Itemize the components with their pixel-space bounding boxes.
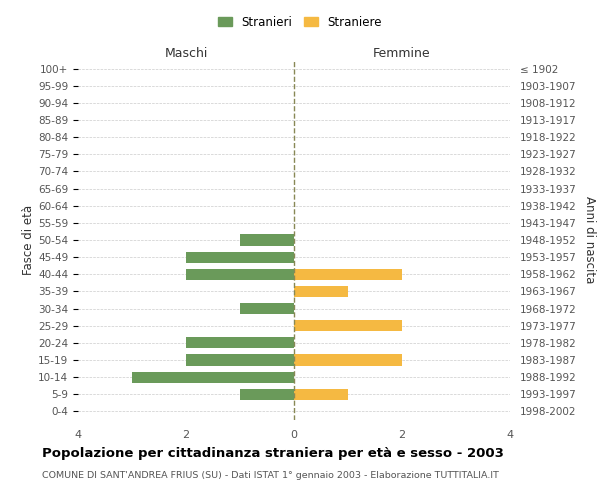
Text: COMUNE DI SANT'ANDREA FRIUS (SU) - Dati ISTAT 1° gennaio 2003 - Elaborazione TUT: COMUNE DI SANT'ANDREA FRIUS (SU) - Dati … — [42, 470, 499, 480]
Bar — [186, 252, 294, 262]
Bar — [132, 372, 294, 382]
Bar — [294, 286, 348, 297]
Bar — [294, 268, 402, 280]
Bar — [294, 354, 402, 366]
Legend: Stranieri, Straniere: Stranieri, Straniere — [213, 11, 387, 34]
Bar — [240, 388, 294, 400]
Text: Femmine: Femmine — [373, 47, 431, 60]
Bar — [186, 268, 294, 280]
Bar — [240, 234, 294, 246]
Bar — [186, 338, 294, 348]
Y-axis label: Anni di nascita: Anni di nascita — [583, 196, 596, 284]
Text: Maschi: Maschi — [164, 47, 208, 60]
Text: Popolazione per cittadinanza straniera per età e sesso - 2003: Popolazione per cittadinanza straniera p… — [42, 448, 504, 460]
Bar — [294, 388, 348, 400]
Bar — [186, 354, 294, 366]
Y-axis label: Fasce di età: Fasce di età — [22, 205, 35, 275]
Bar — [240, 303, 294, 314]
Bar — [294, 320, 402, 332]
